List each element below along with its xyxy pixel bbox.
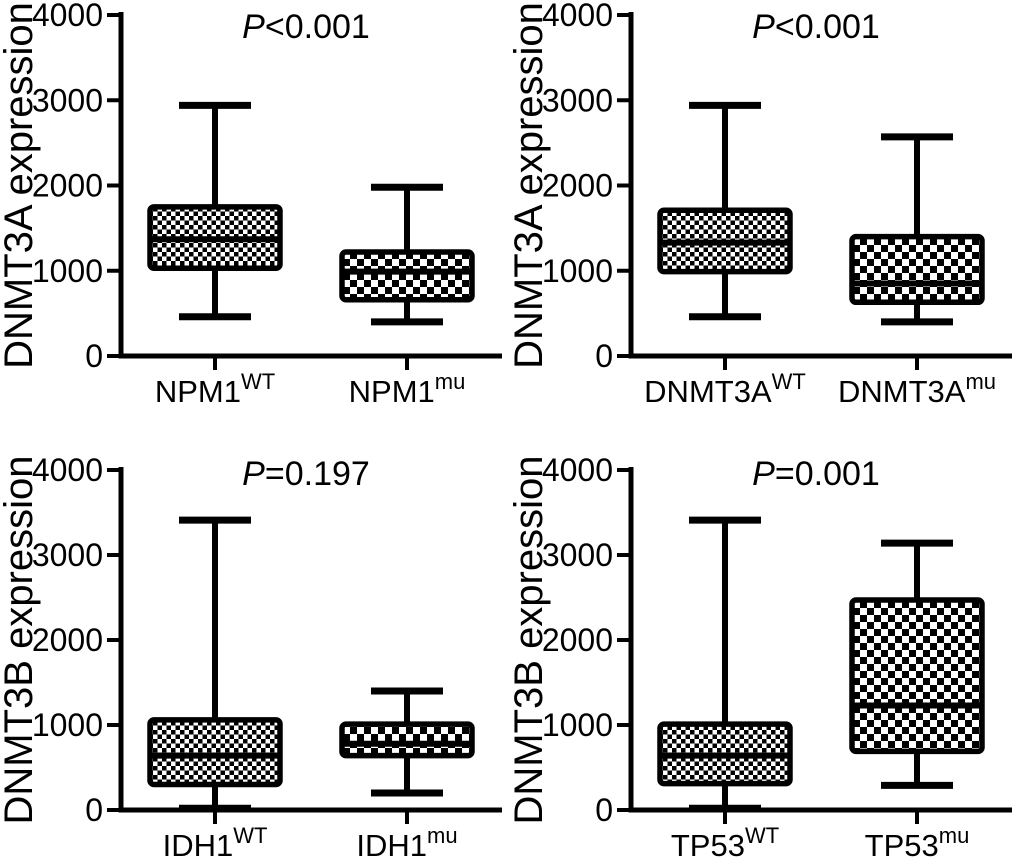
box-DNMT3A-mu	[849, 133, 985, 326]
y-tick-label: 3000	[542, 537, 613, 573]
x-category-label: DNMT3Amu	[838, 369, 996, 409]
y-tick-label: 2000	[32, 168, 103, 204]
box-TP53-mu	[849, 539, 985, 789]
x-category-label: IDH1WT	[163, 823, 268, 863]
y-tick-label: 2000	[542, 168, 613, 204]
x-category-label: TP53mu	[865, 823, 970, 863]
x-category-label: IDH1mu	[356, 823, 457, 863]
x-axis	[118, 353, 502, 370]
box-TP53-WT	[657, 516, 793, 812]
y-axis: 0 1000 2000 3000 4000	[542, 452, 634, 828]
x-category-label: NPM1WT	[155, 369, 275, 409]
x-axis	[628, 807, 1012, 824]
box-rect	[339, 721, 475, 759]
y-tick-label: 1000	[542, 253, 613, 289]
y-tick-label: 4000	[32, 0, 103, 33]
y-tick-label: 4000	[542, 0, 613, 33]
y-tick-label: 4000	[542, 452, 613, 488]
x-axis	[118, 807, 502, 824]
y-tick-label: 3000	[32, 537, 103, 573]
x-category-label: NPM1mu	[349, 369, 466, 409]
box-IDH1-mu	[339, 687, 475, 797]
panel-top-left: 0 1000 2000 3000 4000 DNMT3A expression P<0.00…	[0, 0, 510, 433]
p-value-label: P<0.001	[242, 8, 370, 46]
y-axis: 0 1000 2000 3000 4000	[32, 0, 124, 374]
y-tick-label: 2000	[542, 622, 613, 658]
p-value-label: P=0.001	[752, 455, 880, 493]
y-tick-label: 3000	[32, 82, 103, 118]
x-axis	[628, 353, 1012, 370]
p-value-label: P<0.001	[752, 8, 880, 46]
box-rect	[147, 717, 283, 788]
y-tick-label: 3000	[542, 82, 613, 118]
y-tick-label: 2000	[32, 622, 103, 658]
y-axis-label: DNMT3A expression	[0, 2, 41, 369]
y-axis-label: DNMT3B expression	[510, 455, 551, 824]
box-rect	[849, 597, 985, 755]
y-tick-label: 1000	[542, 707, 613, 743]
y-axis: 0 1000 2000 3000 4000	[542, 0, 634, 374]
y-tick-label: 0	[85, 338, 103, 374]
x-category-label: TP53WT	[671, 823, 779, 863]
y-tick-label: 1000	[32, 707, 103, 743]
y-tick-label: 4000	[32, 452, 103, 488]
panel-bottom-right: 0 1000 2000 3000 4000 DNMT3B expression P=0.00…	[510, 433, 1020, 866]
panel-top-right: 0 1000 2000 3000 4000 DNMT3A expression P<0.00…	[510, 0, 1020, 433]
y-tick-label: 0	[595, 792, 613, 828]
y-axis-label: DNMT3A expression	[510, 2, 551, 369]
panel-bottom-left: 0 1000 2000 3000 4000 DNMT3B expression P=0.19…	[0, 433, 510, 866]
x-category-label: DNMT3AWT	[644, 369, 806, 409]
box-NPM1-WT	[147, 101, 283, 321]
y-tick-label: 1000	[32, 253, 103, 289]
y-axis-label: DNMT3B expression	[0, 455, 41, 824]
y-axis: 0 1000 2000 3000 4000	[32, 452, 124, 828]
y-tick-label: 0	[595, 338, 613, 374]
box-DNMT3A-WT	[657, 101, 793, 321]
box-rect	[339, 249, 475, 303]
box-rect	[849, 233, 985, 306]
box-IDH1-WT	[147, 516, 283, 812]
y-tick-label: 0	[85, 792, 103, 828]
box-NPM1-mu	[339, 183, 475, 326]
p-value-label: P=0.197	[242, 455, 370, 493]
